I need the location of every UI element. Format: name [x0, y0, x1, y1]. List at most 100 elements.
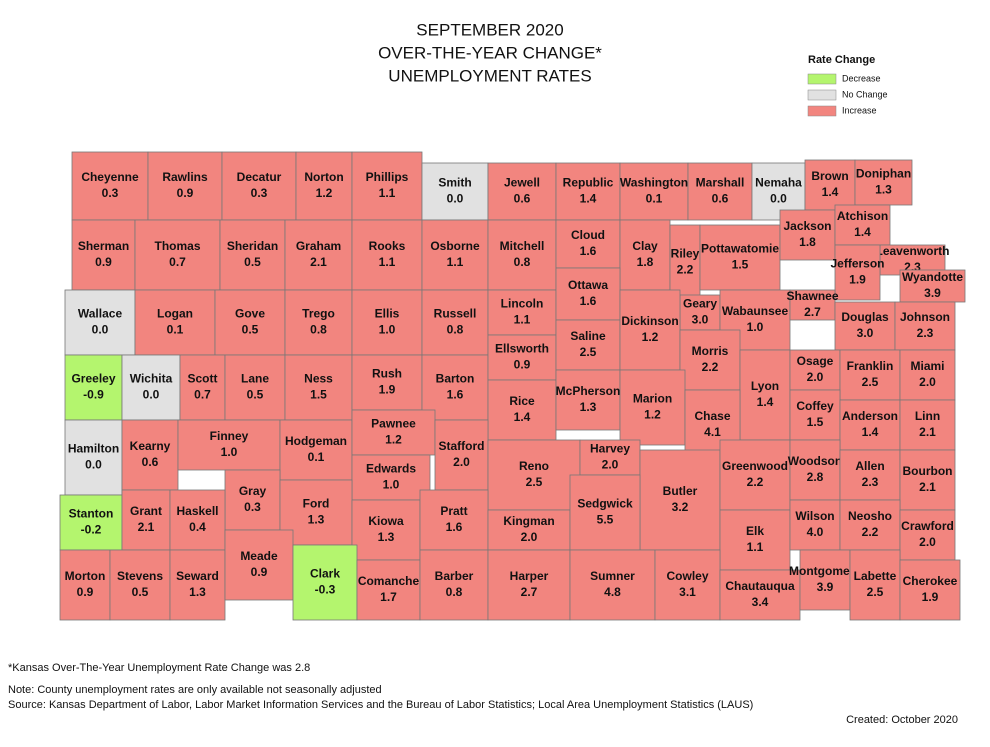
- county-value: 1.0: [383, 478, 400, 492]
- county: [351, 219, 423, 291]
- county-name: Ottawa: [568, 278, 608, 292]
- county-name: Meade: [240, 549, 278, 563]
- county-value: 0.9: [95, 255, 112, 269]
- county-value: 1.2: [642, 330, 659, 344]
- county-name: Lane: [241, 372, 269, 386]
- county-value: 0.3: [251, 186, 268, 200]
- county-value: 0.1: [167, 323, 184, 337]
- county: [214, 289, 286, 356]
- county-name: Mitchell: [500, 239, 545, 253]
- county: [899, 269, 966, 303]
- county-name: Norton: [304, 170, 343, 184]
- county: [487, 549, 571, 621]
- county: [224, 529, 294, 601]
- county-value: -0.3: [315, 583, 336, 597]
- county-value: 2.2: [702, 360, 719, 374]
- county-value: 1.4: [862, 425, 879, 439]
- county-value: 1.9: [849, 273, 866, 287]
- title-line: OVER-THE-YEAR CHANGE*: [378, 43, 602, 62]
- county-name: Labette: [854, 569, 897, 583]
- county-name: Ford: [303, 497, 330, 511]
- county-name: Chase: [694, 409, 730, 423]
- county: [839, 399, 901, 451]
- county: [839, 349, 901, 401]
- county-value: 0.6: [142, 455, 159, 469]
- county-value: 2.0: [521, 530, 538, 544]
- county-name: Wallace: [78, 307, 123, 321]
- county-name: Marion: [633, 392, 672, 406]
- county: [284, 289, 353, 356]
- county: [121, 354, 181, 421]
- county-value: 1.4: [757, 395, 774, 409]
- county-name: Doniphan: [856, 167, 911, 181]
- county-value: 3.9: [817, 580, 834, 594]
- county-value: 2.0: [919, 375, 936, 389]
- county-value: 1.4: [580, 192, 597, 206]
- footnote: *Kansas Over-The-Year Unemployment Rate …: [8, 662, 310, 674]
- county-name: Riley: [671, 247, 700, 261]
- county: [789, 389, 841, 441]
- county-value: 0.6: [514, 192, 531, 206]
- county-value: 0.5: [132, 585, 149, 599]
- county-value: 0.8: [447, 323, 464, 337]
- county: [219, 219, 286, 291]
- county-value: 2.1: [310, 255, 327, 269]
- county-name: Sumner: [590, 569, 635, 583]
- created: Created: October 2020: [846, 714, 958, 726]
- county-name: Sedgwick: [577, 497, 633, 511]
- county-name: Butler: [663, 484, 698, 498]
- county-value: 1.8: [637, 255, 654, 269]
- county: [834, 301, 896, 351]
- county: [654, 549, 721, 621]
- county-value: 2.7: [804, 305, 821, 319]
- county-value: 1.3: [580, 400, 597, 414]
- county-value: 1.4: [514, 410, 531, 424]
- county-name: Bourbon: [903, 464, 953, 478]
- county-value: 2.3: [862, 475, 879, 489]
- county-value: 3.1: [679, 585, 696, 599]
- county: [619, 289, 681, 371]
- county-name: Linn: [915, 409, 940, 423]
- county: [669, 224, 701, 301]
- county-name: Republic: [563, 176, 614, 190]
- county-name: Lyon: [751, 379, 779, 393]
- county-value: 0.8: [514, 255, 531, 269]
- legend-label: Decrease: [842, 73, 881, 83]
- county-value: 1.0: [221, 445, 238, 459]
- county-value: 1.4: [854, 225, 871, 239]
- county: [284, 219, 353, 291]
- county-name: Comanche: [358, 574, 420, 588]
- county-name: Trego: [302, 307, 335, 321]
- county-name: Scott: [188, 372, 218, 386]
- county-name: Wichita: [130, 372, 173, 386]
- source: Source: Kansas Department of Labor, Labo…: [8, 699, 753, 711]
- county: [421, 162, 489, 221]
- county: [134, 289, 216, 356]
- county: [779, 209, 836, 261]
- county-value: 0.3: [102, 186, 119, 200]
- county-name: Pratt: [440, 504, 467, 518]
- county-value: 1.3: [308, 513, 325, 527]
- county-name: Neosho: [848, 509, 892, 523]
- county-name: Seward: [176, 569, 219, 583]
- county-name: Gray: [239, 484, 267, 498]
- county: [555, 319, 621, 371]
- county-name: Clay: [632, 239, 658, 253]
- county-value: 0.7: [194, 388, 211, 402]
- county-name: Shawnee: [786, 289, 838, 303]
- county-name: Crawford: [901, 519, 954, 533]
- county-name: Dickinson: [621, 314, 678, 328]
- county: [487, 219, 557, 291]
- county-name: Logan: [157, 307, 193, 321]
- county-value: 1.2: [644, 408, 661, 422]
- county: [899, 449, 956, 511]
- county-name: Johnson: [900, 310, 950, 324]
- county: [177, 419, 281, 471]
- county-name: McPherson: [556, 384, 621, 398]
- county-name: Decatur: [237, 170, 282, 184]
- county-name: Rush: [372, 367, 402, 381]
- county-value: 4.0: [807, 525, 824, 539]
- county: [64, 419, 123, 496]
- county-name: Anderson: [842, 409, 898, 423]
- county: [356, 559, 421, 621]
